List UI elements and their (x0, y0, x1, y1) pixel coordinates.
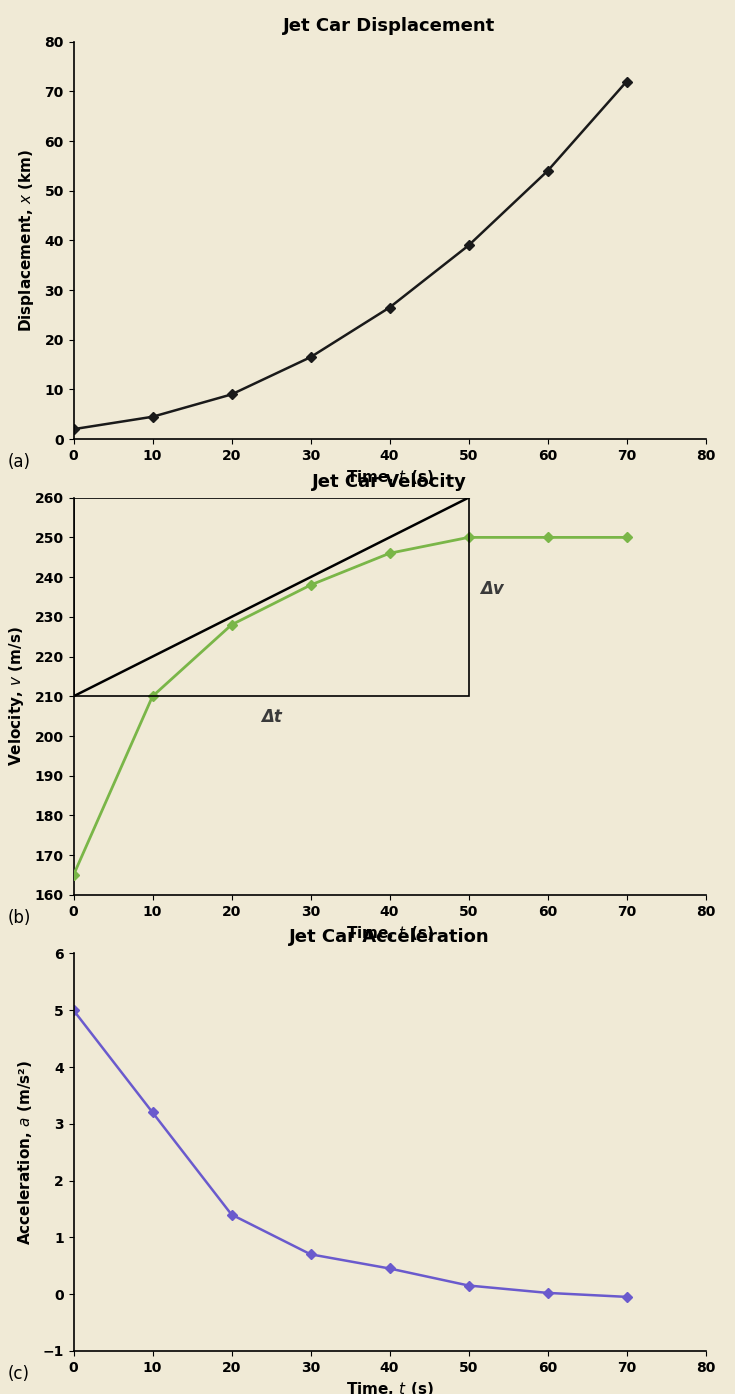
Title: Jet Car Acceleration: Jet Car Acceleration (290, 928, 490, 947)
Title: Jet Car Displacement: Jet Car Displacement (284, 17, 495, 35)
Y-axis label: Displacement, $x$ (km): Displacement, $x$ (km) (17, 149, 36, 332)
Text: (c): (c) (7, 1365, 29, 1383)
Y-axis label: Velocity, $v$ (m/s): Velocity, $v$ (m/s) (7, 626, 26, 767)
Title: Jet Car Velocity: Jet Car Velocity (312, 473, 467, 491)
X-axis label: Time, $t$ (s): Time, $t$ (s) (345, 924, 434, 942)
Text: (a): (a) (7, 453, 30, 471)
Text: (b): (b) (7, 909, 31, 927)
Y-axis label: Acceleration, $a$ (m/s²): Acceleration, $a$ (m/s²) (16, 1059, 34, 1245)
X-axis label: Time, $t$ (s): Time, $t$ (s) (345, 468, 434, 487)
Text: Δt: Δt (261, 708, 282, 726)
X-axis label: Time, $t$ (s): Time, $t$ (s) (345, 1380, 434, 1394)
Text: Δv: Δv (481, 580, 504, 598)
